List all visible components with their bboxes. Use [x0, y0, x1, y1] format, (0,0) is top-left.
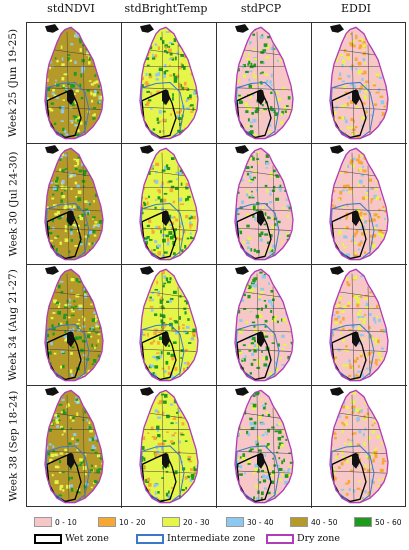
column-title-stdpcp: stdPCP: [240, 2, 282, 15]
row-label-week30: Week 30 (Jul 24-30): [7, 151, 19, 256]
map-cell: [312, 386, 407, 508]
legend: 0 - 10 10 - 20 20 - 30 30 - 40 40 - 50 5…: [26, 511, 406, 549]
sri-lanka-map: [234, 387, 294, 504]
legend-class-30-40: 30 - 40: [226, 517, 274, 527]
legend-class-50-60: 50 - 60: [354, 517, 402, 527]
map-cell: [122, 144, 217, 265]
legend-class-0-10: 0 - 10: [34, 517, 77, 527]
row-label-week38: Week 38 (Sep 18-24): [7, 390, 20, 502]
map-cell: [217, 265, 312, 386]
sri-lanka-map: [44, 266, 104, 382]
legend-class-10-20: 10 - 20: [98, 517, 146, 527]
sri-lanka-map: [139, 266, 199, 382]
map-cell: [122, 23, 217, 144]
sri-lanka-map: [139, 387, 199, 504]
map-cell: [27, 386, 122, 508]
map-cell: [312, 265, 407, 386]
sri-lanka-map: [329, 387, 389, 504]
map-cell: [217, 386, 312, 508]
column-title-eddi: EDDI: [340, 2, 371, 15]
legend-class-20-30: 20 - 30: [162, 517, 210, 527]
sri-lanka-map: [139, 24, 199, 140]
map-grid: [26, 22, 407, 508]
row-label-week34: Week 34 (Aug 21-27): [7, 268, 20, 381]
map-cell: [312, 23, 407, 144]
sri-lanka-map: [44, 145, 104, 261]
map-cell: [122, 265, 217, 386]
sri-lanka-map: [329, 24, 389, 140]
sri-lanka-map: [329, 145, 389, 261]
sri-lanka-map: [44, 387, 104, 504]
sri-lanka-map: [234, 24, 294, 140]
map-cell: [217, 23, 312, 144]
sri-lanka-map: [139, 145, 199, 261]
sri-lanka-map: [44, 24, 104, 140]
map-cell: [217, 144, 312, 265]
legend-class-40-50: 40 - 50: [290, 517, 338, 527]
sri-lanka-map: [234, 266, 294, 382]
sri-lanka-map: [329, 266, 389, 382]
map-cell: [312, 144, 407, 265]
map-cell: [122, 386, 217, 508]
legend-wet-zone: Wet zone: [34, 533, 109, 544]
column-title-stdndvi: stdNDVI: [47, 2, 95, 15]
row-label-week25: Week 25 (Jun 19-25): [7, 28, 20, 137]
sri-lanka-map: [234, 145, 294, 261]
legend-intermediate-zone: Intermediate zone: [136, 533, 255, 544]
map-cell: [27, 265, 122, 386]
map-cell: [27, 23, 122, 144]
column-title-stdbrighttemp: stdBrightTemp: [124, 2, 208, 15]
map-cell: [27, 144, 122, 265]
legend-dry-zone: Dry zone: [266, 533, 340, 544]
